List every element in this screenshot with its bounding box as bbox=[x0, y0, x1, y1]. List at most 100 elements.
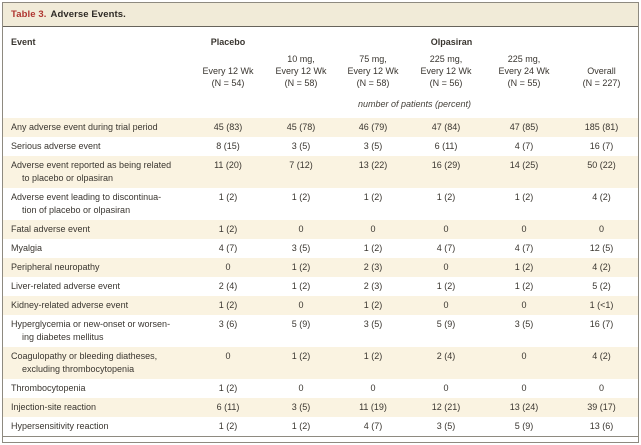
cell-value: 5 (9) bbox=[436, 319, 456, 329]
unit-note: number of patients (percent) bbox=[357, 99, 472, 109]
cell-value: 0 bbox=[598, 224, 604, 234]
cell-value: 0 bbox=[443, 383, 449, 393]
cell-value: 2 (3) bbox=[363, 262, 383, 272]
group-header-placebo: Placebo bbox=[210, 37, 246, 47]
cell-value: 4 (7) bbox=[514, 243, 534, 253]
cell-value: 0 bbox=[521, 224, 527, 234]
row-label: Serious adverse event bbox=[11, 141, 101, 151]
cell-value: 45 (78) bbox=[286, 122, 316, 132]
cell-value: 1 (2) bbox=[218, 383, 238, 393]
table-row: Liver-related adverse event 2 (4) 1 (2) 2 (… bbox=[3, 277, 638, 296]
cell-value: 0 bbox=[443, 300, 449, 310]
cell-value: 4 (7) bbox=[436, 243, 456, 253]
table-row: Injection-site reaction 6 (11) 3 (5) 11 (19… bbox=[3, 398, 638, 417]
cell-value: 6 (11) bbox=[216, 402, 240, 412]
row-label: Hypersensitivity reaction bbox=[11, 421, 109, 431]
cell-value: 0 bbox=[298, 300, 304, 310]
cell-value: 3 (5) bbox=[436, 421, 456, 431]
cell-value: 0 bbox=[443, 224, 449, 234]
cell-value: 1 (2) bbox=[218, 421, 238, 431]
cell-value: 0 bbox=[598, 383, 604, 393]
cell-value: 0 bbox=[521, 351, 527, 361]
row-label: Kidney-related adverse event bbox=[11, 300, 129, 310]
cell-value: 1 (2) bbox=[291, 262, 311, 272]
cell-value: 13 (24) bbox=[509, 402, 539, 412]
table-header: Event Placebo Olpasiran Every 12 Wk (N = … bbox=[3, 27, 638, 118]
cell-value: 14 (25) bbox=[509, 160, 539, 170]
cell-value: 3 (5) bbox=[291, 243, 311, 253]
cell-value: 1 (2) bbox=[291, 192, 311, 202]
column-header: Overall (N = 227) bbox=[582, 66, 621, 88]
row-label: Myalgia bbox=[11, 243, 43, 253]
table-body: Any adverse event during trial period 45 … bbox=[3, 118, 638, 437]
cell-value: 1 (2) bbox=[218, 224, 238, 234]
table-wrap: Event Placebo Olpasiran Every 12 Wk (N = … bbox=[3, 27, 638, 442]
cell-value: 0 bbox=[298, 383, 304, 393]
cell-value: 1 (2) bbox=[436, 192, 456, 202]
cell-value: 5 (2) bbox=[592, 281, 611, 291]
cell-value: 4 (2) bbox=[592, 192, 611, 202]
cell-value: 0 bbox=[225, 262, 231, 272]
cell-value: 1 (<1) bbox=[589, 300, 614, 310]
row-label: Adverse event leading to discontinua-tio… bbox=[11, 192, 162, 215]
column-header: 225 mg, Every 12 Wk (N = 56) bbox=[420, 54, 472, 88]
cell-value: 8 (15) bbox=[216, 141, 240, 151]
cell-value: 1 (2) bbox=[514, 281, 534, 291]
row-label: Peripheral neuropathy bbox=[11, 262, 100, 272]
cell-value: 0 bbox=[521, 300, 527, 310]
table-row: Any adverse event during trial period 45 … bbox=[3, 118, 638, 137]
cell-value: 13 (22) bbox=[358, 160, 388, 170]
cell-value: 3 (5) bbox=[514, 319, 534, 329]
row-label: Thrombocytopenia bbox=[11, 383, 86, 393]
row-label: Injection-site reaction bbox=[11, 402, 97, 412]
cell-value: 12 (21) bbox=[431, 402, 461, 412]
adverse-events-table: Event Placebo Olpasiran Every 12 Wk (N = … bbox=[3, 27, 638, 437]
cell-value: 3 (5) bbox=[291, 402, 311, 412]
cell-value: 0 bbox=[225, 351, 231, 361]
cell-value: 1 (2) bbox=[218, 192, 238, 202]
table-row: Coagulopathy or bleeding diatheses, exclu… bbox=[3, 347, 638, 379]
cell-value: 1 (2) bbox=[514, 262, 534, 272]
row-label: Liver-related adverse event bbox=[11, 281, 121, 291]
column-header: 10 mg, Every 12 Wk (N = 58) bbox=[275, 54, 327, 88]
cell-value: 4 (7) bbox=[514, 141, 534, 151]
cell-value: 47 (85) bbox=[509, 122, 539, 132]
table-row: Adverse event leading to discontinua-tio… bbox=[3, 188, 638, 220]
cell-value: 4 (2) bbox=[592, 351, 611, 361]
table-row: Peripheral neuropathy 0 1 (2) 2 (3) 0 1 (2) 4 … bbox=[3, 258, 638, 277]
table-title-bar: Table 3. Adverse Events. bbox=[3, 3, 638, 27]
cell-value: 5 (9) bbox=[514, 421, 534, 431]
table-row: Hypersensitivity reaction 1 (2) 1 (2) 4 (7)… bbox=[3, 417, 638, 437]
cell-value: 1 (2) bbox=[363, 243, 383, 253]
cell-value: 0 bbox=[298, 224, 304, 234]
row-label: Adverse event reported as being related t… bbox=[11, 160, 172, 183]
cell-value: 4 (7) bbox=[218, 243, 238, 253]
cell-value: 1 (2) bbox=[363, 300, 383, 310]
row-label: Fatal adverse event bbox=[11, 224, 91, 234]
cell-value: 0 bbox=[370, 383, 376, 393]
cell-value: 2 (3) bbox=[363, 281, 383, 291]
cell-value: 1 (2) bbox=[363, 351, 383, 361]
cell-value: 7 (12) bbox=[289, 160, 313, 170]
table-title-text: Adverse Events. bbox=[50, 9, 126, 20]
cell-value: 5 (9) bbox=[291, 319, 311, 329]
cell-value: 46 (79) bbox=[358, 122, 388, 132]
column-header: 225 mg, Every 24 Wk (N = 55) bbox=[498, 54, 550, 88]
cell-value: 0 bbox=[521, 383, 527, 393]
table-row: Kidney-related adverse event 1 (2) 0 1 (2) 0… bbox=[3, 296, 638, 315]
cell-value: 16 (7) bbox=[589, 319, 614, 329]
cell-value: 47 (84) bbox=[431, 122, 461, 132]
row-label: Any adverse event during trial period bbox=[11, 122, 158, 132]
cell-value: 12 (5) bbox=[589, 243, 614, 253]
table-row: Adverse event reported as being related t… bbox=[3, 156, 638, 188]
cell-value: 11 (20) bbox=[214, 160, 242, 170]
cell-value: 11 (19) bbox=[359, 402, 387, 412]
cell-value: 0 bbox=[443, 262, 449, 272]
table-row: Myalgia 4 (7) 3 (5) 1 (2) 4 (7) 4 (7) 12 (5) bbox=[3, 239, 638, 258]
cell-value: 185 (81) bbox=[584, 122, 619, 132]
row-label: Coagulopathy or bleeding diatheses, exclu… bbox=[11, 351, 158, 374]
group-header-olpasiran: Olpasiran bbox=[430, 37, 473, 47]
cell-value: 1 (2) bbox=[363, 192, 383, 202]
